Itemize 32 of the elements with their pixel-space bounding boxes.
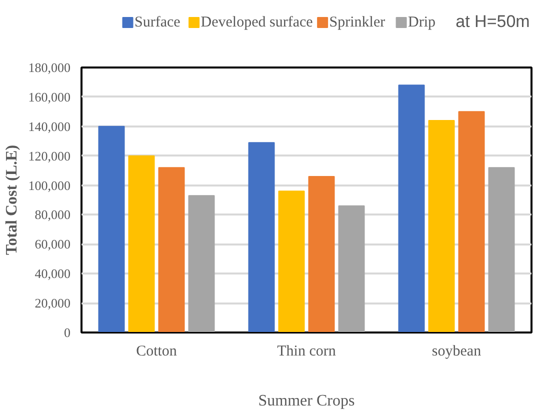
legend-label: Sprinkler — [329, 14, 386, 30]
y-tick-label: 180,000 — [28, 60, 70, 75]
y-tick-label: 0 — [64, 325, 70, 340]
bar — [98, 126, 125, 332]
legend-label: Drip — [408, 14, 436, 30]
x-tick-label: soybean — [432, 344, 482, 360]
y-tick-label: 40,000 — [34, 266, 70, 282]
bar — [128, 155, 155, 332]
bar — [248, 142, 275, 332]
bar — [188, 195, 215, 332]
x-tick-label: Thin corn — [277, 344, 336, 360]
text: at H=50m — [456, 12, 530, 31]
legend-label: Surface — [134, 14, 181, 30]
bar — [158, 167, 185, 332]
bar — [278, 190, 305, 332]
bar — [428, 120, 455, 332]
bar — [338, 205, 365, 332]
y-tick-label: 160,000 — [28, 89, 70, 104]
y-tick-label: 60,000 — [34, 236, 70, 252]
y-tick-label: 140,000 — [28, 118, 70, 134]
bar — [398, 84, 425, 332]
bar — [488, 167, 515, 332]
bar — [308, 176, 335, 332]
x-axis-title: Summer Crops — [258, 392, 355, 410]
y-tick-label: 80,000 — [34, 207, 70, 222]
y-tick-label: 100,000 — [28, 178, 70, 193]
y-axis-title: Total Cost (L.E) — [3, 144, 20, 256]
legend-label: Developed surface — [200, 14, 314, 30]
y-tick-label: 20,000 — [34, 296, 70, 311]
y-tick-label: 120,000 — [28, 148, 70, 164]
x-tick-label: Cotton — [136, 344, 178, 360]
bar — [458, 111, 485, 332]
